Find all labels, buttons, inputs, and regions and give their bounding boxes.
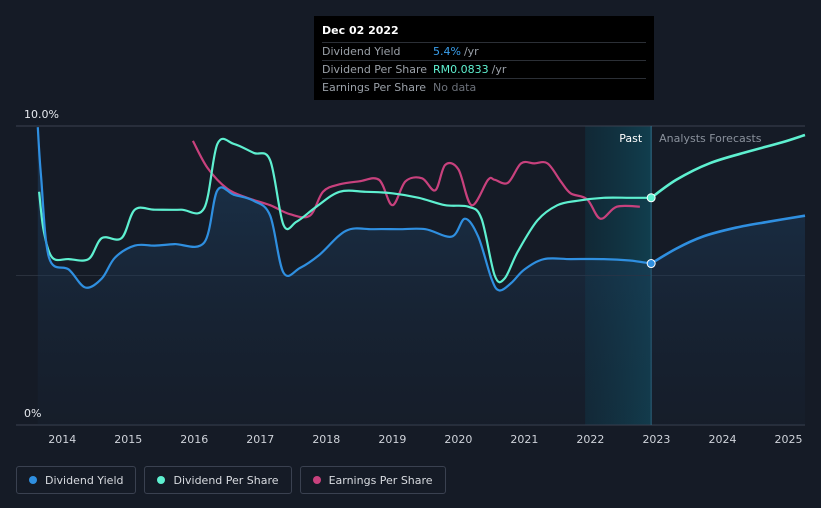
tooltip-value: 5.4% [433, 45, 461, 58]
tooltip-row-dividend-per-share: Dividend Per Share RM0.0833 /yr [322, 60, 646, 78]
tooltip-row-dividend-yield: Dividend Yield 5.4% /yr [322, 42, 646, 60]
tooltip-unit: /yr [491, 63, 507, 76]
tooltip-date: Dec 02 2022 [322, 24, 399, 37]
x-tick-label: 2016 [180, 433, 208, 446]
legend-item-dividend-per-share[interactable]: Dividend Per Share [144, 466, 292, 494]
past-region-label: Past [619, 132, 643, 145]
x-tick-label: 2025 [774, 433, 802, 446]
dividend-yield-line [36, 127, 652, 292]
earnings-per-share-line [191, 140, 640, 220]
chart-tooltip: Dec 02 2022 Dividend Yield 5.4% /yr Divi… [314, 16, 654, 100]
legend-item-dividend-yield[interactable]: Dividend Yield [16, 466, 137, 494]
x-tick-label: 2023 [642, 433, 670, 446]
legend-label: Dividend Yield [45, 473, 124, 487]
tooltip-value: RM0.0833 [433, 63, 489, 76]
tooltip-unit: /yr [463, 45, 479, 58]
x-tick-label: 2018 [312, 433, 340, 446]
dividend-yield-area [37, 127, 806, 425]
legend-label: Earnings Per Share [328, 473, 433, 487]
y-tick-label: 0% [24, 407, 41, 420]
dividend-per-share-marker [646, 193, 656, 203]
tooltip-label: Dividend Yield [322, 45, 401, 58]
forecast-region-label: Analysts Forecasts [659, 132, 762, 145]
x-tick-label: 2014 [48, 433, 76, 446]
dividend-per-share-line [38, 137, 652, 284]
chart-legend: Dividend Yield Dividend Per Share Earnin… [16, 466, 446, 494]
legend-dot-icon [29, 476, 37, 484]
legend-label: Dividend Per Share [173, 473, 279, 487]
y-tick-label: 10.0% [24, 108, 59, 121]
x-tick-label: 2017 [246, 433, 274, 446]
tooltip-value: No data [433, 81, 477, 94]
x-tick-label: 2024 [708, 433, 736, 446]
tooltip-label: Earnings Per Share [322, 81, 427, 94]
dividend-yield-forecast-line [650, 214, 806, 265]
x-tick-label: 2019 [378, 433, 406, 446]
tooltip-label: Dividend Per Share [322, 63, 428, 76]
legend-item-earnings-per-share[interactable]: Earnings Per Share [299, 466, 446, 494]
x-tick-label: 2021 [510, 433, 538, 446]
tooltip-row-earnings-per-share: Earnings Per Share No data [322, 78, 646, 96]
dividend-yield-marker [646, 259, 656, 269]
x-tick-label: 2022 [576, 433, 604, 446]
legend-dot-icon [157, 476, 166, 484]
dividend-per-share-forecast-line [650, 133, 806, 199]
x-tick-label: 2015 [114, 433, 142, 446]
legend-dot-icon [312, 476, 321, 484]
x-tick-label: 2020 [444, 433, 472, 446]
